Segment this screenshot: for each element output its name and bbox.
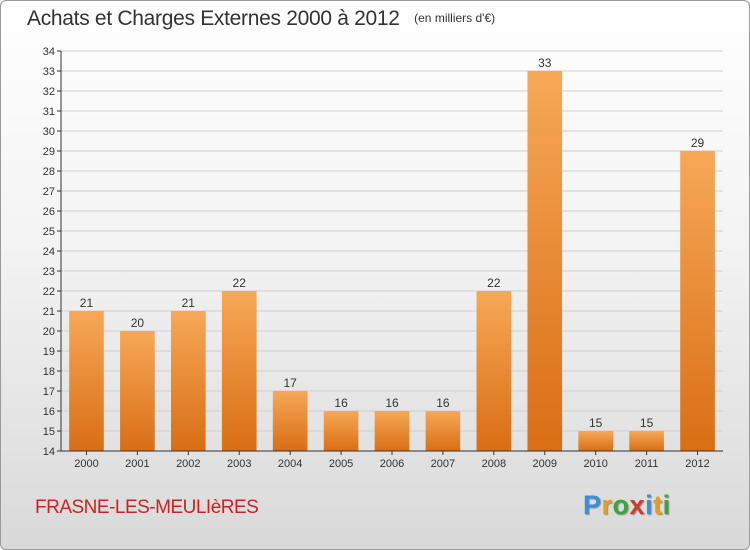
y-tick-label: 28: [43, 166, 55, 178]
y-tick-label: 16: [43, 406, 55, 418]
x-tick-label-2008: 2008: [482, 458, 506, 470]
data-label-2008: 22: [487, 276, 501, 290]
x-tick-label-2006: 2006: [380, 458, 404, 470]
data-label-2010: 15: [589, 416, 603, 430]
x-tick-label-2012: 2012: [685, 458, 709, 470]
y-tick-label: 25: [43, 226, 55, 238]
bar-2007: [425, 411, 461, 451]
x-tick-label-2010: 2010: [583, 458, 607, 470]
y-tick-label: 19: [43, 346, 55, 358]
bar-2004: [272, 391, 308, 451]
y-tick-label: 33: [43, 66, 55, 78]
data-label-2011: 15: [640, 416, 654, 430]
y-tick-label: 21: [43, 306, 55, 318]
y-tick-label: 30: [43, 126, 55, 138]
data-label-2002: 21: [182, 296, 196, 310]
x-tick-label-2009: 2009: [533, 458, 557, 470]
x-tick-label-2001: 2001: [125, 458, 149, 470]
y-tick-label: 15: [43, 426, 55, 438]
bar-2005: [323, 411, 359, 451]
logo-letter: o: [612, 490, 630, 520]
logo-letter: t: [653, 490, 663, 520]
x-tick-label-2004: 2004: [278, 458, 302, 470]
y-tick-label: 27: [43, 186, 55, 198]
bar-2012: [680, 151, 715, 451]
proxiti-logo: Proxiti: [583, 490, 671, 521]
y-tick-label: 22: [43, 286, 55, 298]
logo-letter: P: [583, 490, 602, 520]
logo-letter: i: [662, 490, 671, 520]
data-label-2003: 22: [233, 276, 247, 290]
bar-2003: [221, 291, 257, 451]
y-tick-label: 24: [43, 246, 55, 258]
x-tick-label-2002: 2002: [176, 458, 200, 470]
data-label-2012: 29: [691, 136, 705, 150]
data-label-2000: 21: [80, 296, 94, 310]
y-tick-label: 23: [43, 266, 55, 278]
y-tick-label: 20: [43, 326, 55, 338]
x-tick-label-2011: 2011: [635, 458, 659, 470]
bar-2009: [527, 71, 563, 451]
commune-name: FRASNE-LES-MEULIèRES: [35, 497, 259, 518]
data-label-2005: 16: [334, 396, 348, 410]
title-row: Achats et Charges Externes 2000 à 2012 (…: [27, 7, 495, 37]
data-label-2001: 20: [131, 316, 145, 330]
y-tick-label: 14: [43, 446, 55, 458]
chart-title: Achats et Charges Externes 2000 à 2012: [27, 7, 400, 30]
y-tick-label: 26: [43, 206, 55, 218]
grid-lines: [61, 50, 723, 452]
data-label-2006: 16: [385, 396, 399, 410]
y-tick-label: 29: [43, 146, 55, 158]
bar-2011: [629, 431, 664, 451]
data-label-2009: 33: [538, 56, 552, 70]
logo-letter: r: [601, 490, 613, 520]
x-tick-label-2005: 2005: [329, 458, 353, 470]
logo-letter: i: [645, 490, 654, 520]
data-label-2004: 17: [283, 376, 297, 390]
axes: 14 15 16 17 18 19 20 21 22 23 24 25 26 27 28 29 30 31 32 33…: [43, 46, 723, 470]
x-tick-label-2003: 2003: [227, 458, 251, 470]
logo-letter: x: [629, 490, 646, 520]
bar-2010: [578, 431, 614, 451]
bar-2008: [476, 291, 512, 451]
bar-2000: [69, 311, 104, 451]
bars: 21 20 21 22 17 16 16 16 22 33 15 15 29: [69, 56, 715, 451]
y-tick-label: 34: [43, 46, 55, 58]
x-tick-label-2007: 2007: [431, 458, 455, 470]
data-label-2007: 16: [436, 396, 450, 410]
bar-2006: [374, 411, 410, 451]
bar-2002: [170, 311, 206, 451]
y-tick-label: 18: [43, 366, 55, 378]
y-tick-label: 31: [43, 106, 55, 118]
chart-subtitle: (en milliers d'€): [414, 11, 496, 25]
bar-2001: [120, 331, 155, 451]
y-tick-label: 32: [43, 86, 55, 98]
y-tick-label: 17: [43, 386, 55, 398]
x-tick-label-2000: 2000: [74, 458, 98, 470]
